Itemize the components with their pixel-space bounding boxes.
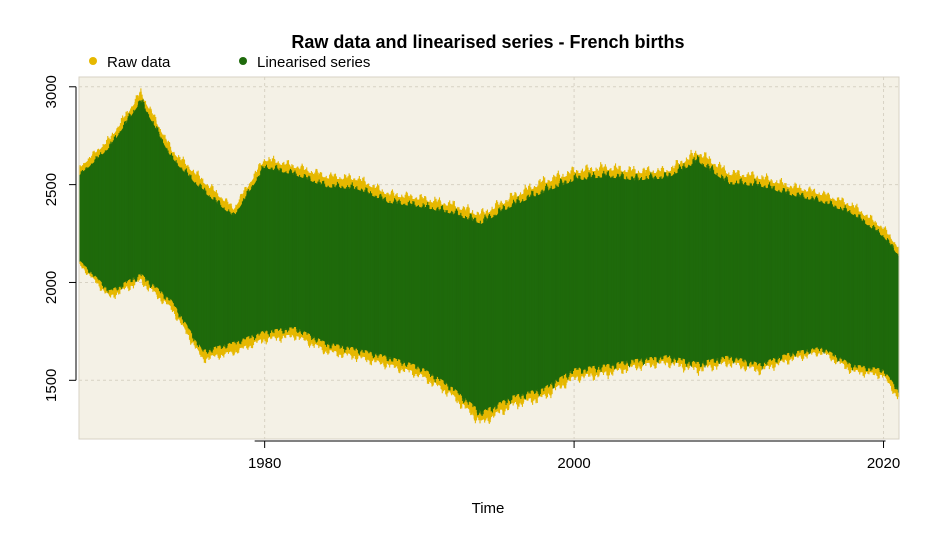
french-births-chart: 1980200020201500200025003000 Raw data an…	[0, 0, 940, 537]
chart-container: 1980200020201500200025003000 Raw data an…	[0, 0, 940, 537]
